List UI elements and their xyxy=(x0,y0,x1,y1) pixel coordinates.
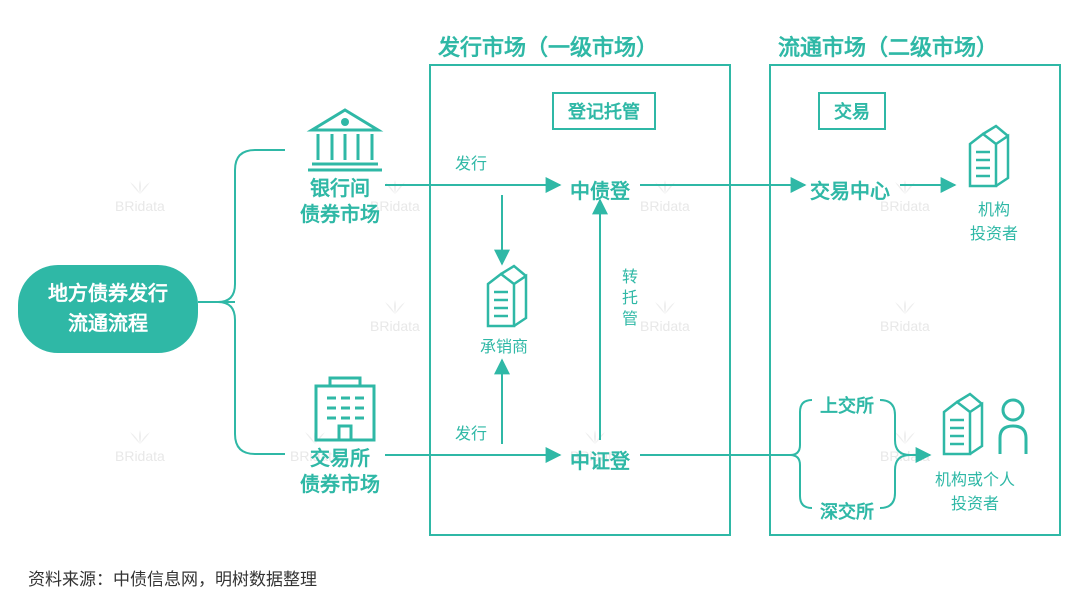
issue-label-2: 发行 xyxy=(455,420,487,444)
mixed-investor-label: 机构或个人 投资者 xyxy=(935,466,1015,514)
szse-node: 深交所 xyxy=(820,498,874,524)
zhongzheng-node: 中证登 xyxy=(570,445,630,474)
registration-label: 登记托管 xyxy=(552,92,656,130)
interbank-market-label: 银行间 债券市场 xyxy=(300,176,380,228)
trade-label: 交易 xyxy=(818,92,886,130)
title-line2: 流通流程 xyxy=(40,309,176,339)
sse-node: 上交所 xyxy=(820,392,874,418)
person-icon xyxy=(1000,400,1026,454)
primary-market-title: 发行市场（一级市场） xyxy=(438,30,658,62)
issue-label-1: 发行 xyxy=(455,150,487,174)
mixed-investor-building-icon xyxy=(944,394,982,454)
institution-building-icon xyxy=(970,126,1008,186)
title-pill: 地方债券发行 流通流程 xyxy=(18,265,198,353)
transfer-custody-label: 转托管 xyxy=(622,268,638,330)
secondary-market-box xyxy=(770,65,1060,535)
bank-icon xyxy=(308,110,382,170)
title-line1: 地方债券发行 xyxy=(40,279,176,309)
source-footer: 资料来源：中债信息网，明树数据整理 xyxy=(28,565,317,590)
underwriter-building-icon xyxy=(488,266,526,326)
zhongzhai-node: 中债登 xyxy=(570,175,630,204)
institutional-investor-label: 机构 投资者 xyxy=(970,196,1018,244)
exchange-building-icon xyxy=(316,378,374,440)
secondary-market-title: 流通市场（二级市场） xyxy=(778,30,998,62)
exchange-market-label: 交易所 债券市场 xyxy=(300,446,380,498)
trade-center-node: 交易中心 xyxy=(810,175,890,204)
underwriter-label: 承销商 xyxy=(480,333,528,357)
